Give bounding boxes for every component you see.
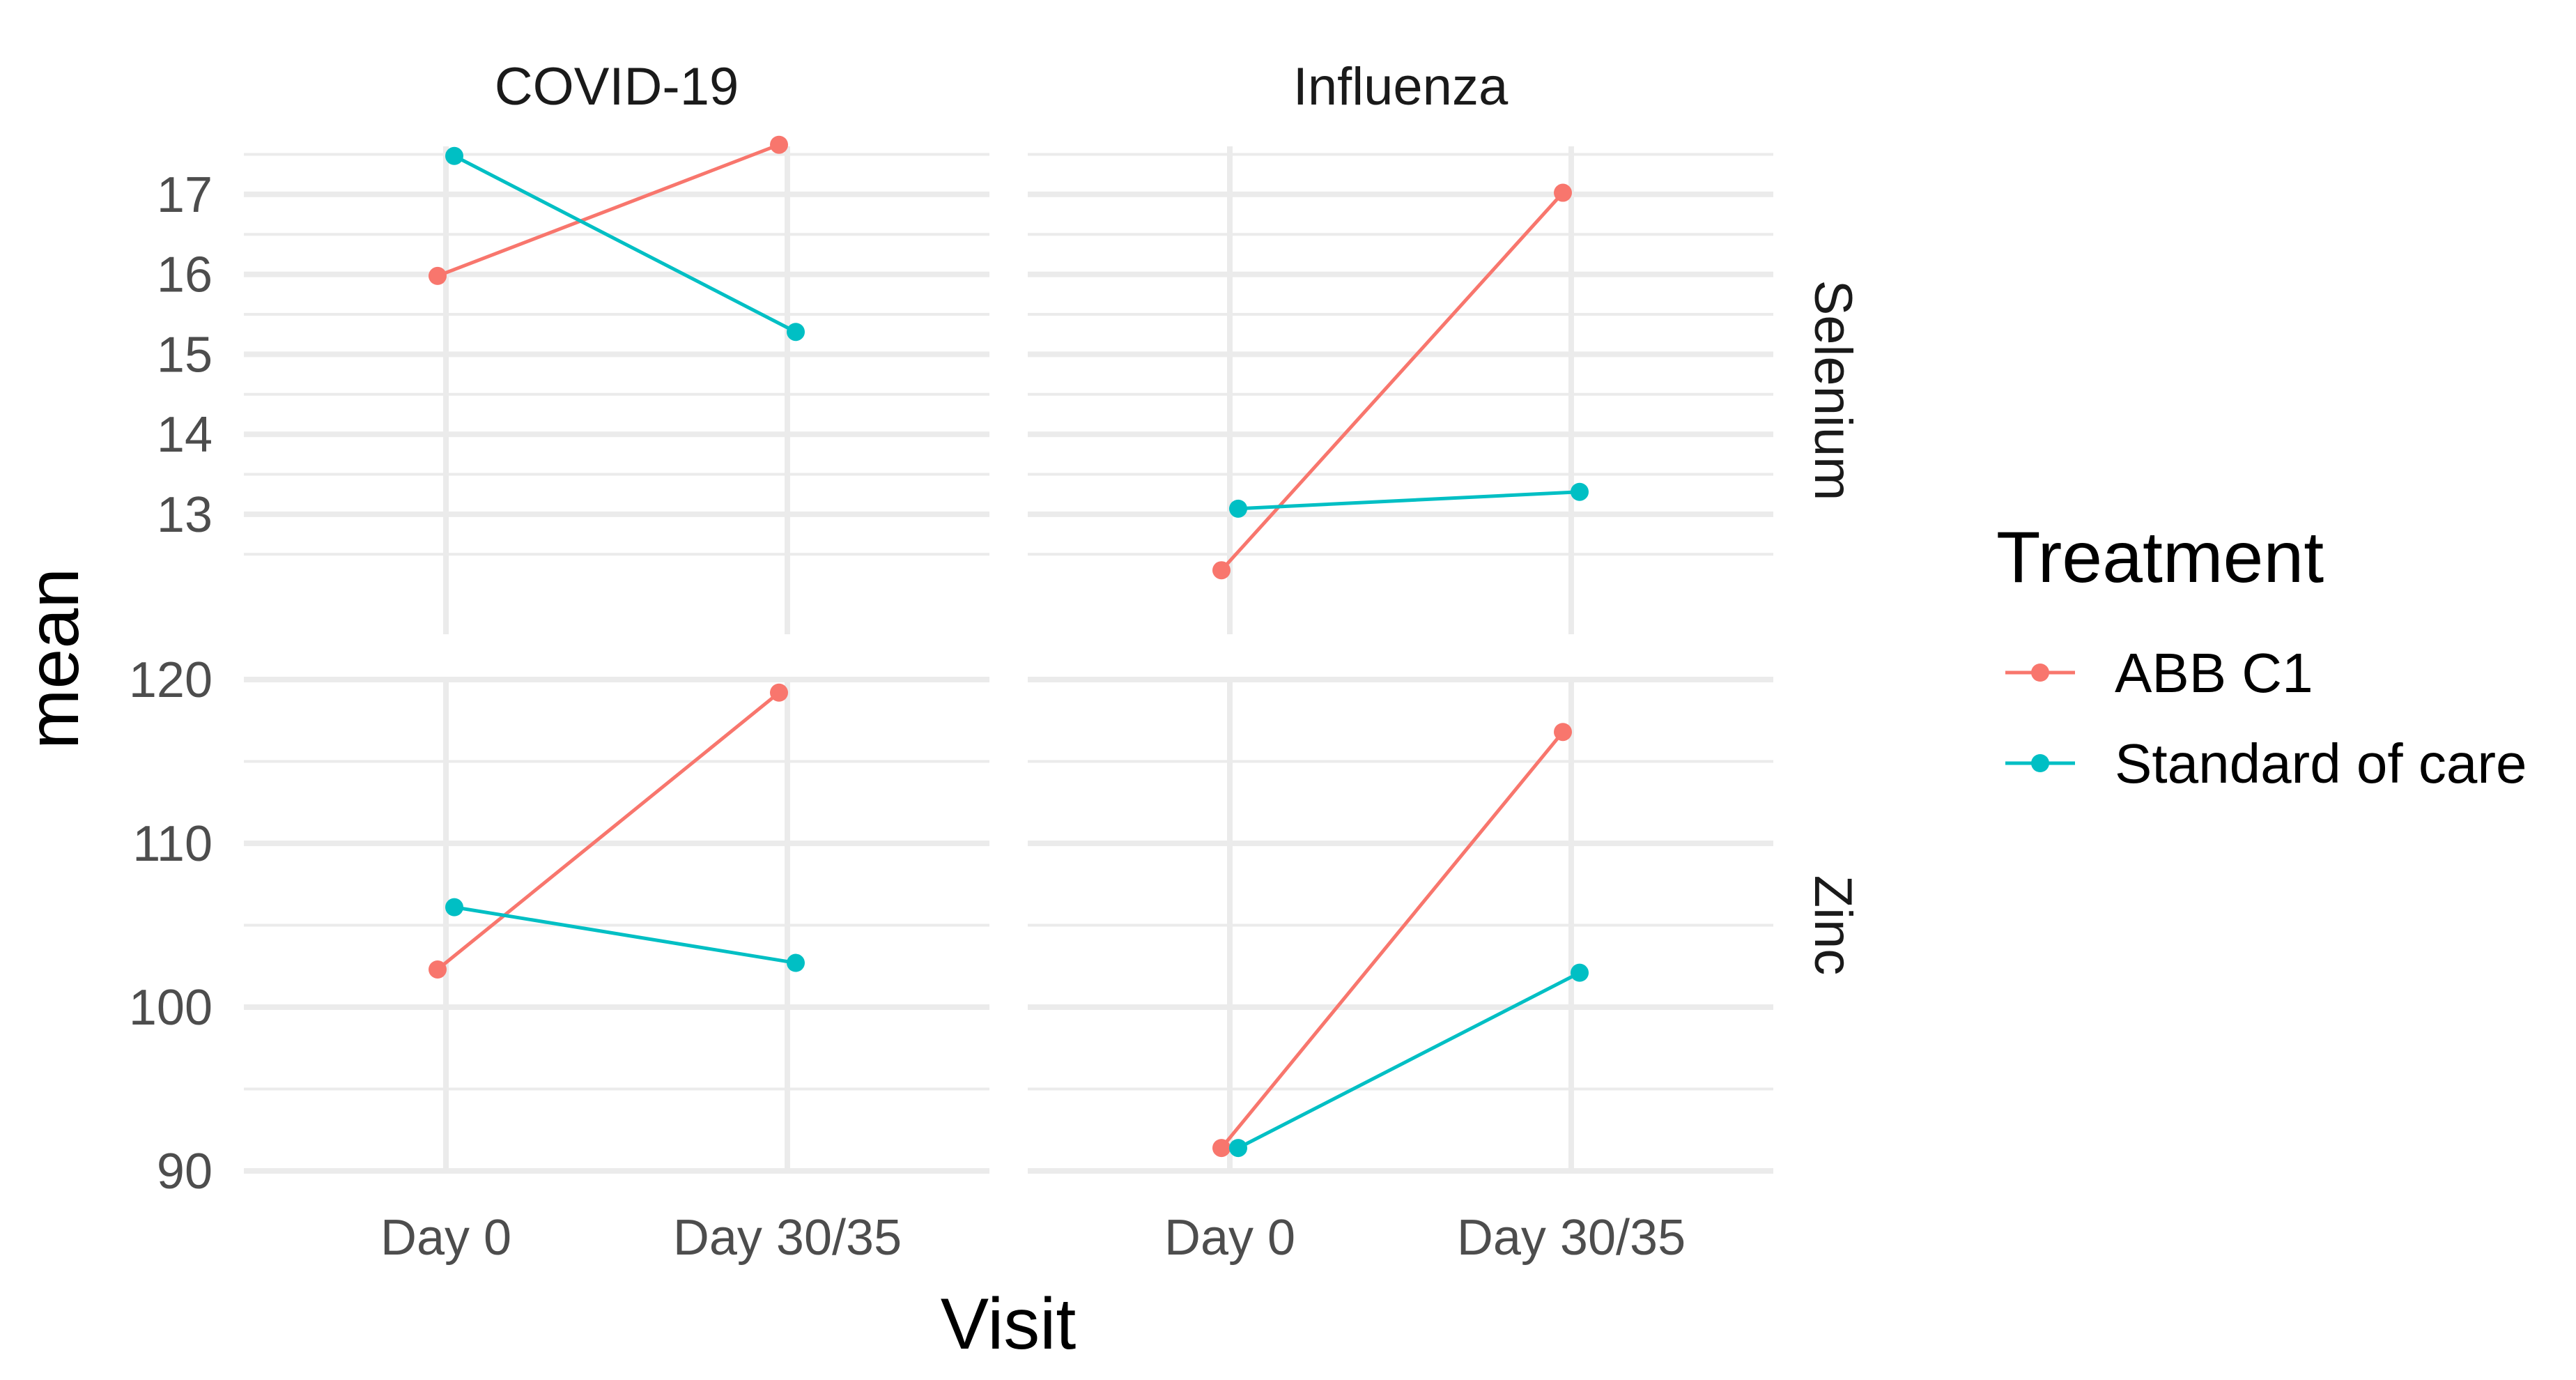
- strip-label-zinc: Zinc: [1803, 875, 1862, 976]
- selenium-y-tick-label-1: 14: [157, 407, 213, 463]
- selenium-covid-19-point-abb-c1-0: [429, 266, 447, 285]
- zinc-covid-19-line-abb-c1: [436, 691, 780, 971]
- zinc-influenza-line-abb-c1: [1220, 730, 1564, 1149]
- x-tick-label-influenza-0: Day 0: [1164, 1210, 1295, 1266]
- zinc-influenza-point-standard-of-care-1: [1571, 963, 1589, 982]
- zinc-influenza-line-standard-of-care: [1237, 971, 1581, 1150]
- zinc-y-tick-label-3: 120: [129, 652, 213, 708]
- zinc-influenza-point-abb-c1-1: [1554, 723, 1572, 742]
- x-tick-label-covid-19-1: Day 30/35: [673, 1210, 902, 1266]
- legend-title: Treatment: [1996, 517, 2324, 598]
- selenium-covid-19-point-standard-of-care-0: [445, 146, 463, 165]
- strip-label-selenium: Selenium: [1803, 280, 1862, 501]
- selenium-influenza-point-abb-c1-0: [1212, 561, 1231, 580]
- selenium-y-tick-label-4: 17: [157, 167, 213, 223]
- strip-label-covid-19: COVID-19: [495, 57, 739, 116]
- selenium-influenza-point-standard-of-care-1: [1571, 482, 1589, 501]
- legend-label-abb-c1: ABB C1: [2115, 642, 2313, 704]
- selenium-influenza-point-abb-c1-1: [1554, 183, 1572, 202]
- zinc-covid-19-point-standard-of-care-0: [445, 898, 463, 917]
- y-axis-title: mean: [13, 568, 94, 749]
- zinc-covid-19-line-standard-of-care: [454, 905, 796, 965]
- zinc-y-tick-label-1: 100: [129, 980, 213, 1036]
- zinc-influenza-point-abb-c1-0: [1212, 1139, 1231, 1158]
- strip-label-influenza: Influenza: [1293, 57, 1509, 116]
- x-tick-label-covid-19-0: Day 0: [380, 1210, 511, 1266]
- zinc-covid-19-point-abb-c1-1: [770, 683, 788, 702]
- selenium-covid-19-point-abb-c1-1: [770, 135, 788, 154]
- selenium-covid-19-point-standard-of-care-1: [787, 323, 805, 342]
- selenium-influenza-point-standard-of-care-0: [1229, 499, 1247, 518]
- selenium-y-tick-label-3: 16: [157, 247, 213, 303]
- zinc-y-tick-label-0: 90: [157, 1144, 213, 1199]
- legend-label-standard-of-care: Standard of care: [2115, 733, 2527, 795]
- zinc-covid-19-point-abb-c1-0: [429, 960, 447, 979]
- selenium-covid-19-line-abb-c1: [437, 143, 780, 278]
- x-axis-title: Visit: [941, 1284, 1077, 1365]
- zinc-influenza-point-standard-of-care-0: [1229, 1139, 1247, 1158]
- zinc-covid-19-point-standard-of-care-1: [787, 953, 805, 972]
- selenium-covid-19-line-standard-of-care: [453, 154, 797, 334]
- selenium-y-tick-label-0: 13: [157, 487, 213, 543]
- zinc-y-tick-label-2: 110: [132, 816, 213, 872]
- selenium-influenza-line-standard-of-care: [1237, 490, 1580, 511]
- legend-key-point-standard-of-care: [2031, 754, 2049, 772]
- x-tick-label-influenza-1: Day 30/35: [1457, 1210, 1686, 1266]
- selenium-y-tick-label-2: 15: [157, 327, 213, 383]
- legend-key-point-abb-c1: [2031, 664, 2049, 682]
